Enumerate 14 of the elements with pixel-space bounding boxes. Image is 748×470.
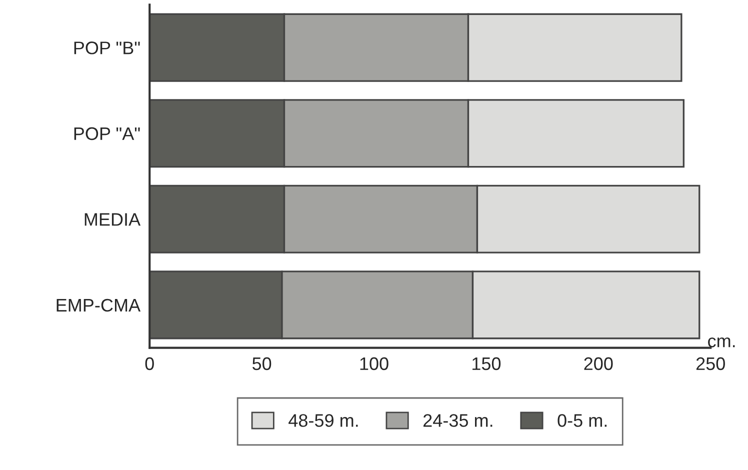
x-tick-label: 200 <box>584 357 613 370</box>
y-tick-label: POP "A" <box>74 127 140 140</box>
y-tick-label: POP "B" <box>74 42 140 54</box>
x-axis-title: cm. <box>708 337 735 348</box>
x-tick-label: 0 <box>145 357 154 370</box>
legend-label: 0-5 m. <box>558 414 607 427</box>
x-tick-label: 250 <box>696 357 725 370</box>
x-tick-label: 50 <box>252 357 272 370</box>
x-tick-label: 150 <box>472 357 501 370</box>
y-tick-label: MEDIA <box>84 213 141 226</box>
x-tick-label: 100 <box>360 357 388 370</box>
legend-label: 48-59 m. <box>288 414 358 427</box>
legend-label: 24-35 m. <box>423 414 492 427</box>
y-tick-label: EMP-CMA <box>56 298 141 312</box>
